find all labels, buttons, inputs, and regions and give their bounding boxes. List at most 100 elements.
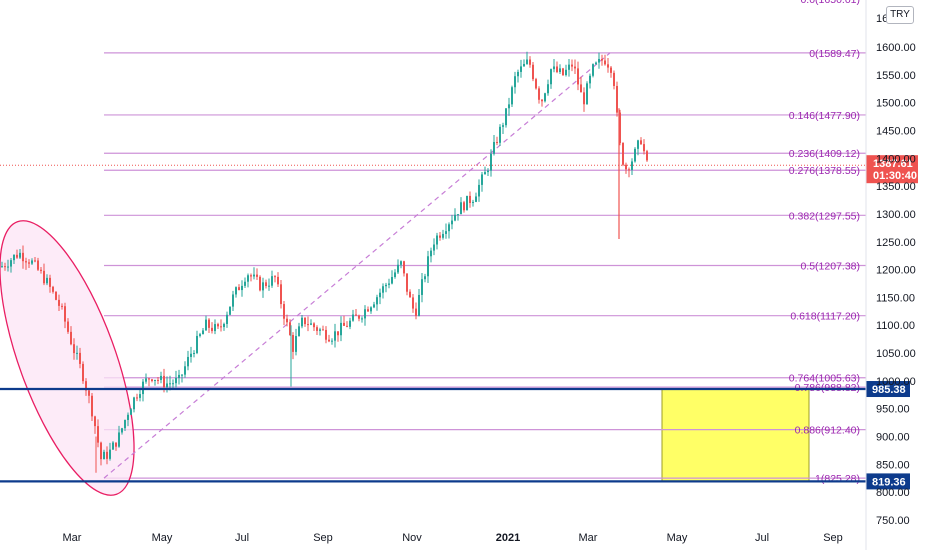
candle-body xyxy=(370,307,372,312)
currency-badge[interactable]: TRY xyxy=(886,6,914,24)
candle-body xyxy=(73,344,75,354)
price-tick-label: 1200.00 xyxy=(876,265,916,277)
candle-body xyxy=(625,164,627,170)
candle-body xyxy=(310,323,312,325)
price-tick-label: 1350.00 xyxy=(876,181,916,193)
candle-body xyxy=(406,273,408,292)
candle-body xyxy=(607,64,609,68)
candle-body xyxy=(400,261,402,265)
candle-body xyxy=(610,67,612,73)
candle-body xyxy=(436,235,438,245)
candle-body xyxy=(235,287,237,295)
candle-body xyxy=(109,449,111,459)
candle-body xyxy=(604,60,606,65)
candle-body xyxy=(1,266,3,268)
candle-body xyxy=(301,317,303,327)
candle-body xyxy=(502,125,504,127)
fib-level-label: 0.886(912.40) xyxy=(795,425,860,437)
candle-body xyxy=(640,140,642,145)
target-zone-box[interactable] xyxy=(661,388,810,482)
candle-body xyxy=(112,442,114,450)
candle-body xyxy=(379,292,381,298)
candle-body xyxy=(166,383,168,388)
candle-body xyxy=(115,442,117,447)
candle-body xyxy=(514,76,516,88)
candle-body xyxy=(16,254,18,258)
fib-level-label: 0.146(1477.90) xyxy=(789,110,860,122)
candle-body xyxy=(262,282,264,291)
candle-body xyxy=(193,352,195,354)
candle-body xyxy=(541,99,543,102)
candle-body xyxy=(7,266,9,268)
candle-body xyxy=(229,306,231,315)
candle-body xyxy=(544,93,546,102)
candle-body xyxy=(589,75,591,84)
highlight-ellipse[interactable] xyxy=(0,205,162,510)
candle-body xyxy=(31,260,33,264)
candle-body xyxy=(397,264,399,273)
candle-body xyxy=(220,326,222,328)
time-tick-label: Mar xyxy=(63,532,82,544)
candle-body xyxy=(463,202,465,211)
candle-body xyxy=(628,169,630,171)
candle-body xyxy=(424,276,426,280)
fib-level-label: 0(1589.47) xyxy=(809,48,860,60)
candle-body xyxy=(205,319,207,331)
candle-body xyxy=(376,297,378,305)
candle-body xyxy=(469,195,471,203)
candle-body xyxy=(127,414,129,420)
candle-body xyxy=(172,383,174,385)
candle-body xyxy=(637,140,639,149)
candle-body xyxy=(634,148,636,162)
candle-body xyxy=(304,317,306,325)
candle-body xyxy=(247,275,249,282)
candle-body xyxy=(529,59,531,65)
candle-body xyxy=(40,269,42,271)
candle-body xyxy=(331,340,333,342)
candle-body xyxy=(19,252,21,258)
candle-body xyxy=(244,281,246,286)
candle-body xyxy=(586,83,588,105)
price-tick-label: 16 xyxy=(876,13,888,25)
candle-body xyxy=(499,126,501,143)
candle-body xyxy=(505,108,507,126)
price-tick-label: 1450.00 xyxy=(876,125,916,137)
candle-body xyxy=(316,327,318,331)
current-price-value: 1387.61 xyxy=(873,158,913,170)
candle-body xyxy=(196,335,198,353)
candle-body xyxy=(574,66,576,69)
time-tick-label: Jul xyxy=(755,532,769,544)
candle-body xyxy=(265,282,267,287)
candle-body xyxy=(442,233,444,238)
candle-body xyxy=(391,277,393,284)
candle-body xyxy=(613,72,615,86)
candle-body xyxy=(181,374,183,376)
candle-body xyxy=(4,266,6,268)
candle-body xyxy=(184,366,186,375)
support-price-label: 985.38 xyxy=(872,384,906,396)
candle-body xyxy=(451,220,453,225)
candle-body xyxy=(394,272,396,278)
candle-body xyxy=(256,274,258,277)
candle-body xyxy=(337,331,339,336)
candle-body xyxy=(118,432,120,447)
candle-body xyxy=(178,374,180,379)
candle-body xyxy=(550,69,552,85)
price-tick-label: 900.00 xyxy=(876,432,910,444)
candle-body xyxy=(472,201,474,203)
price-tick-label: 1300.00 xyxy=(876,209,916,221)
candle-body xyxy=(313,323,315,328)
candle-body xyxy=(409,291,411,298)
candle-body xyxy=(466,195,468,211)
candle-body xyxy=(85,381,87,391)
candle-body xyxy=(427,256,429,277)
candle-body xyxy=(223,323,225,328)
candle-body xyxy=(487,170,489,173)
support-price-tag xyxy=(866,381,910,398)
candle-body xyxy=(106,451,108,459)
candle-body xyxy=(547,84,549,94)
candle-body xyxy=(307,324,309,326)
candle-body xyxy=(175,378,177,384)
trend-line[interactable] xyxy=(103,52,611,479)
